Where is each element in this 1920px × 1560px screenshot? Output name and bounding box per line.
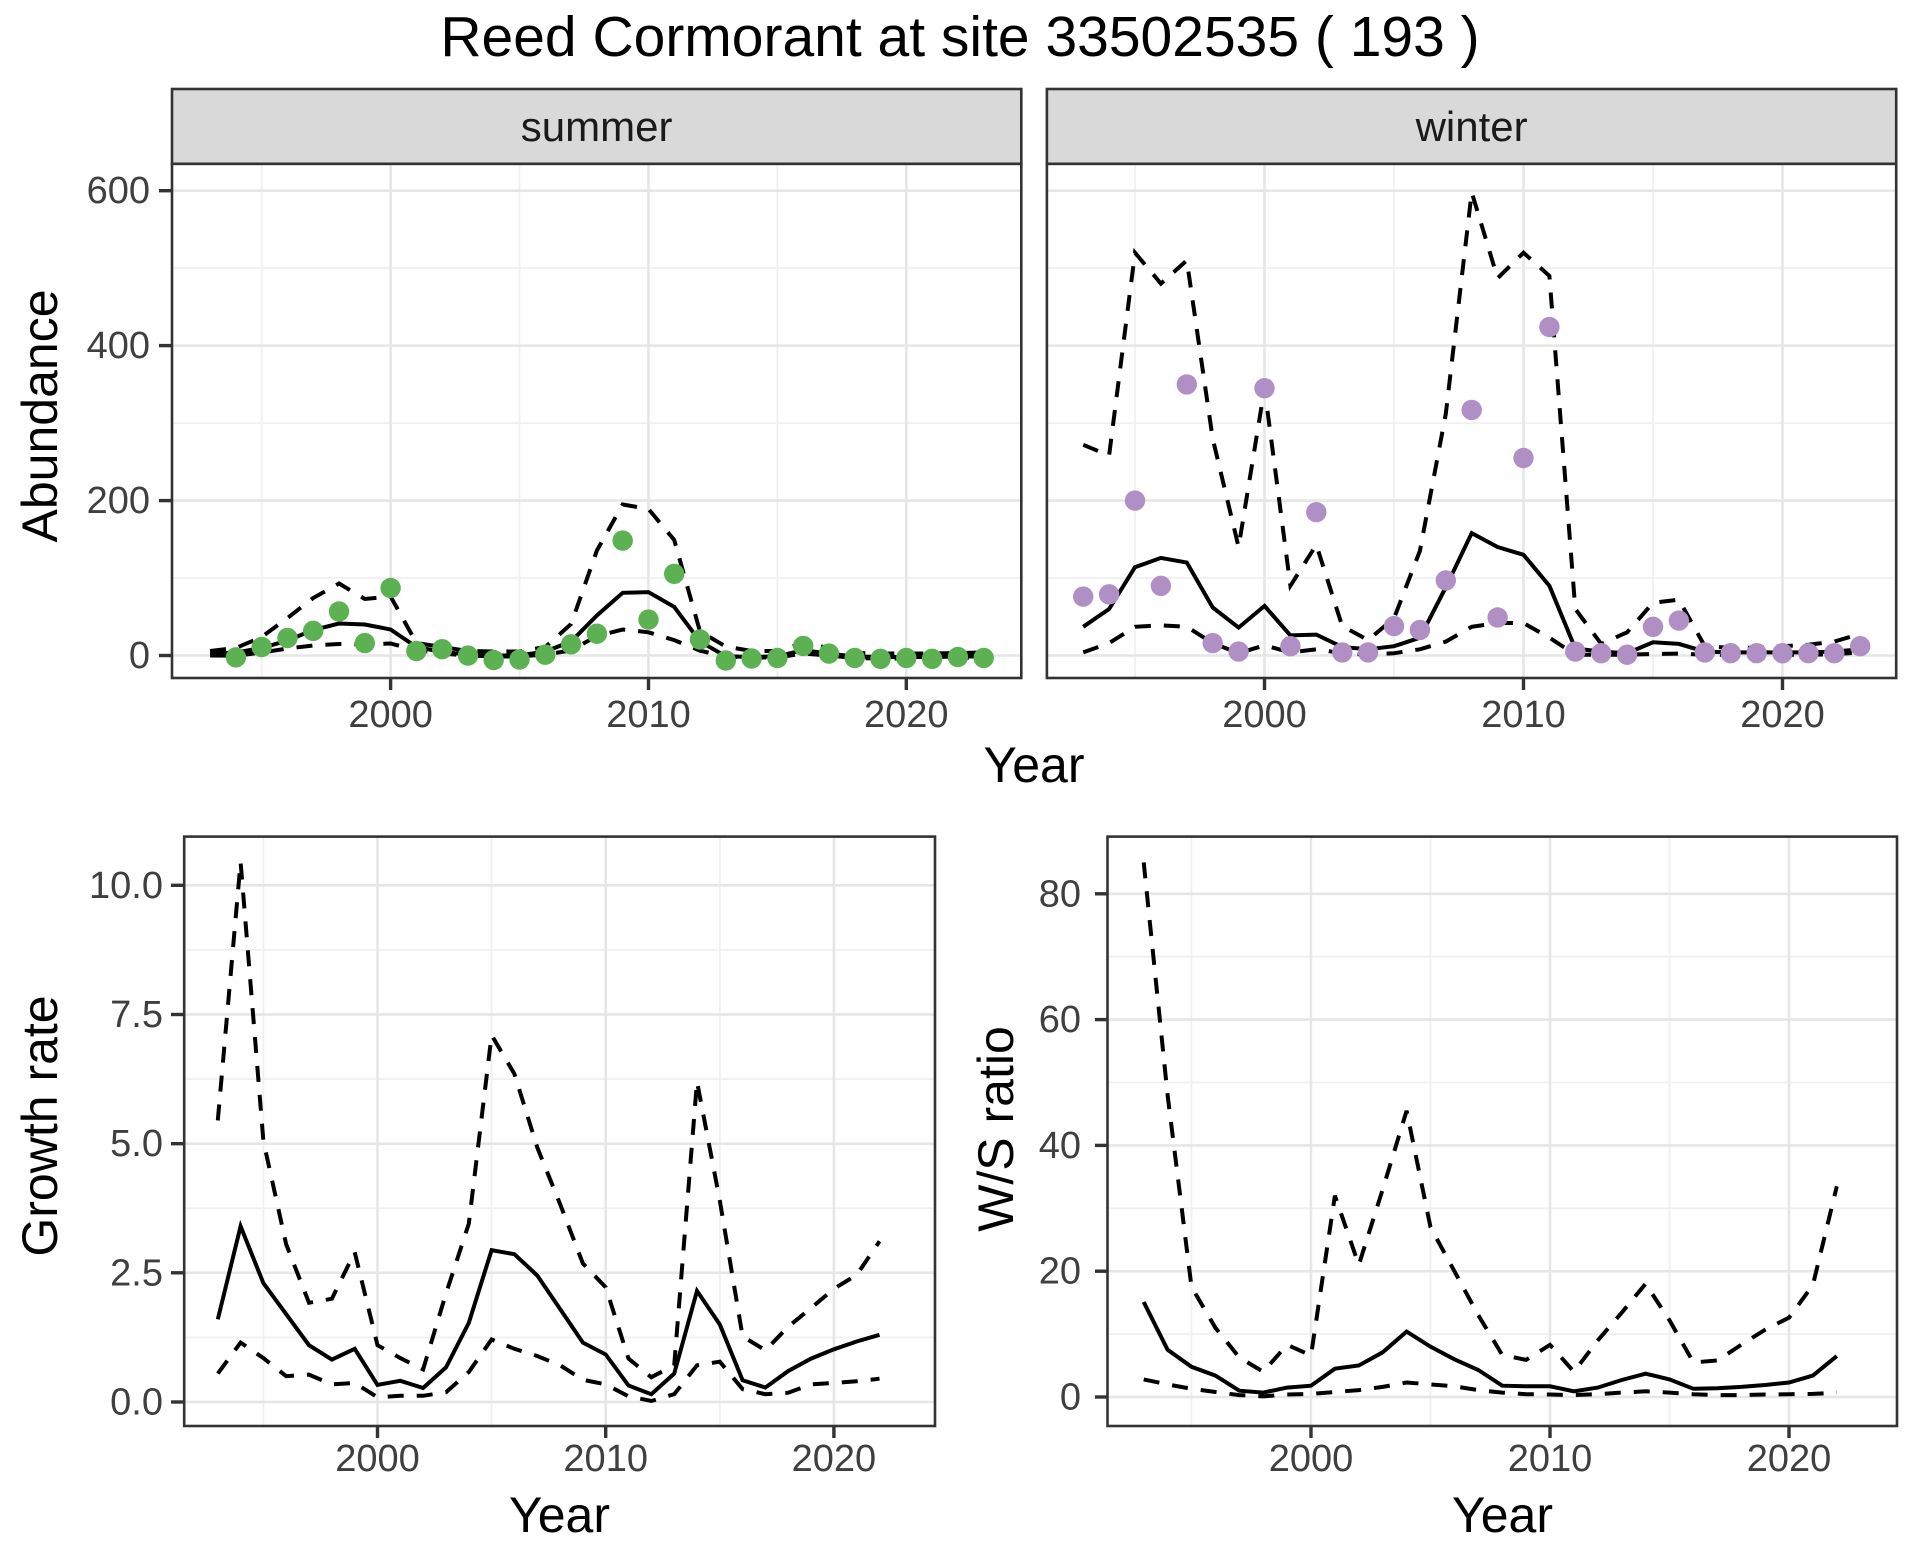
svg-text:2000: 2000 — [1269, 1438, 1354, 1480]
svg-text:2000: 2000 — [335, 1438, 420, 1480]
svg-text:7.5: 7.5 — [110, 994, 163, 1036]
svg-text:2010: 2010 — [563, 1438, 648, 1480]
svg-text:Abundance: Abundance — [12, 289, 68, 542]
svg-text:W/S ratio: W/S ratio — [968, 1026, 1024, 1232]
svg-text:20: 20 — [1039, 1251, 1081, 1293]
svg-text:80: 80 — [1039, 873, 1081, 915]
svg-text:winter: winter — [1415, 103, 1528, 150]
svg-text:2020: 2020 — [1747, 1438, 1832, 1480]
svg-text:0: 0 — [1060, 1377, 1081, 1419]
svg-text:Year: Year — [509, 1487, 610, 1543]
svg-text:600: 600 — [87, 170, 150, 212]
svg-text:0.0: 0.0 — [110, 1382, 163, 1424]
svg-text:Growth rate: Growth rate — [12, 995, 68, 1256]
svg-text:summer: summer — [521, 103, 673, 150]
svg-text:2020: 2020 — [864, 694, 949, 736]
svg-text:10.0: 10.0 — [89, 865, 163, 907]
svg-text:200: 200 — [87, 480, 150, 522]
svg-text:2010: 2010 — [1508, 1438, 1593, 1480]
svg-text:400: 400 — [87, 325, 150, 367]
svg-text:2010: 2010 — [1481, 694, 1566, 736]
svg-text:Year: Year — [1452, 1487, 1553, 1543]
svg-text:60: 60 — [1039, 999, 1081, 1041]
svg-text:0: 0 — [129, 635, 150, 677]
svg-text:5.0: 5.0 — [110, 1123, 163, 1165]
svg-text:Reed Cormorant at site 3350253: Reed Cormorant at site 33502535 ( 193 ) — [440, 5, 1479, 69]
svg-text:2020: 2020 — [792, 1438, 877, 1480]
svg-text:40: 40 — [1039, 1125, 1081, 1167]
svg-text:Year: Year — [983, 737, 1084, 793]
svg-text:2010: 2010 — [606, 694, 691, 736]
svg-text:2000: 2000 — [1222, 694, 1307, 736]
svg-text:2000: 2000 — [348, 694, 433, 736]
svg-text:2020: 2020 — [1740, 694, 1825, 736]
svg-text:2.5: 2.5 — [110, 1252, 163, 1294]
